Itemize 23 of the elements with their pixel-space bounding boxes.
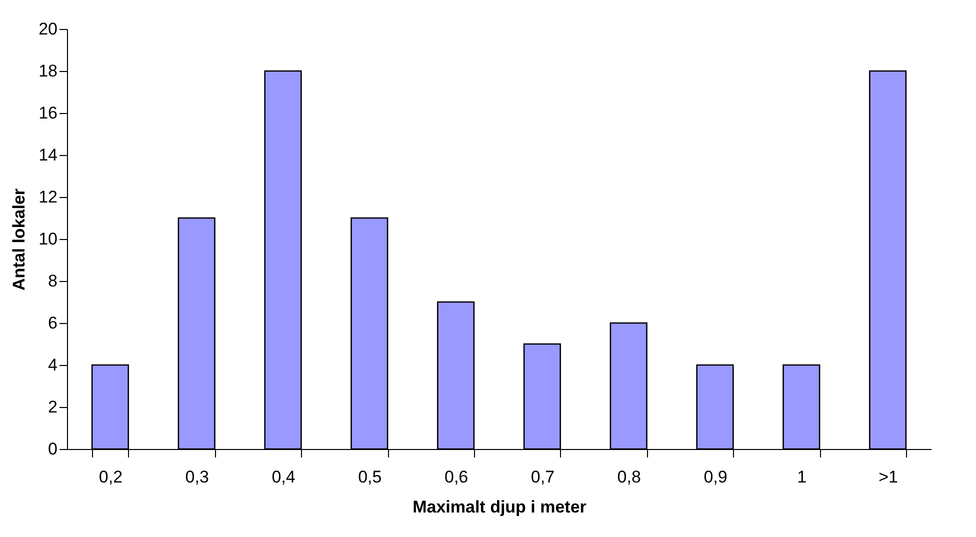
x-tick-label: 0,4 [272, 468, 296, 486]
y-tick-label: 8 [48, 272, 58, 290]
y-tick-label: 16 [38, 104, 58, 122]
y-tick-label: 6 [48, 314, 58, 332]
x-tick-label: 0,9 [704, 468, 728, 486]
x-tick-label: >1 [878, 468, 898, 486]
x-tick-label: 0,6 [444, 468, 468, 486]
y-tick-label: 0 [48, 440, 58, 458]
x-tick-label: 0,3 [185, 468, 209, 486]
x-tick-label: 1 [797, 468, 807, 486]
x-tick-label: 0,5 [358, 468, 382, 486]
x-tick-label: 0,2 [98, 468, 123, 486]
x-tick-label: 0,7 [530, 468, 555, 486]
y-tick-label: 20 [38, 20, 58, 38]
y-axis-title: Antal lokaler [10, 188, 29, 291]
y-tick-label: 14 [38, 146, 58, 164]
x-tick-label: 0,8 [617, 468, 641, 486]
y-tick-label: 12 [38, 188, 58, 206]
x-axis-title: Maximalt djup i meter [412, 498, 587, 516]
y-tick-label: 10 [38, 230, 58, 248]
y-tick-label: 18 [38, 62, 58, 80]
y-tick-label: 2 [48, 398, 58, 416]
y-tick-label: 4 [48, 356, 58, 374]
